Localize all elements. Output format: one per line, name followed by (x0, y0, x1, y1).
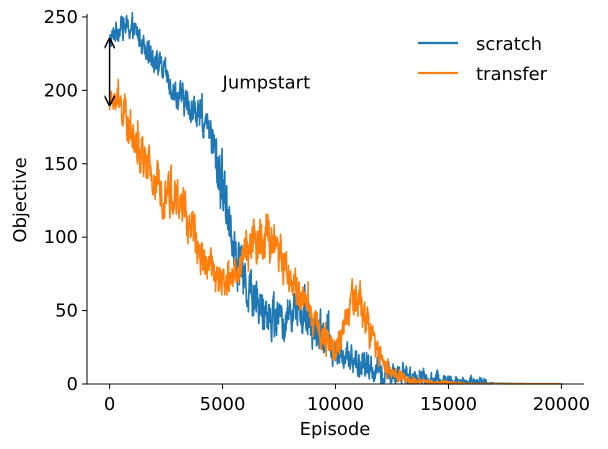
y-tick-label-4: 200 (44, 80, 78, 101)
legend-label-scratch: scratch (476, 34, 542, 55)
x-tick-label-3: 15000 (420, 394, 477, 415)
x-tick-label-2: 10000 (307, 394, 364, 415)
x-tick-label-0: 0 (104, 394, 115, 415)
x-ticks: 0 5000 10000 15000 20000 (104, 384, 590, 415)
axes: 0 5000 10000 15000 20000 0 50 100 150 200 250 Epi… (10, 7, 590, 440)
y-axis-title: Objective (10, 157, 31, 242)
x-axis-title: Episode (300, 419, 371, 440)
y-ticks: 0 50 100 150 200 250 (44, 7, 87, 395)
jumpstart-annotation: Jumpstart (222, 72, 311, 93)
y-tick-label-5: 250 (44, 7, 78, 28)
annotation-layer: Jumpstart (110, 39, 311, 105)
series-line-transfer (108, 78, 562, 385)
legend: scratch transfer (418, 34, 548, 85)
x-tick-label-4: 20000 (533, 394, 590, 415)
x-tick-label-1: 5000 (200, 394, 246, 415)
y-tick-label-0: 0 (67, 374, 78, 395)
y-tick-label-2: 100 (44, 227, 78, 248)
legend-label-transfer: transfer (476, 64, 548, 85)
y-tick-label-3: 150 (44, 154, 78, 175)
y-tick-label-1: 50 (55, 301, 78, 322)
